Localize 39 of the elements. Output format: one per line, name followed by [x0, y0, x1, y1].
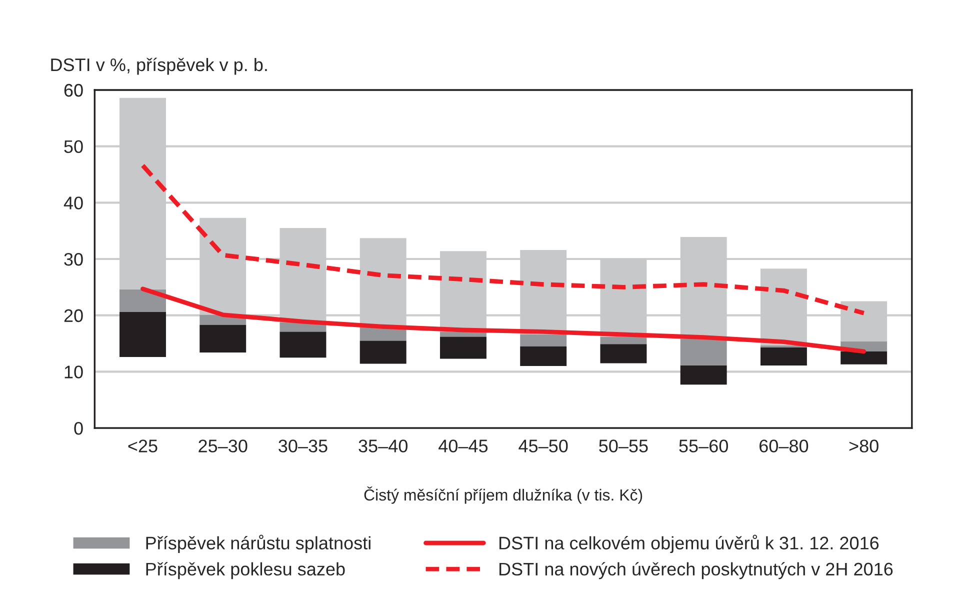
- bar: [760, 347, 807, 366]
- bar: [200, 324, 246, 353]
- line-series: [140, 163, 866, 316]
- legend-label: Příspěvek poklesu sazeb: [146, 562, 345, 580]
- bar: [360, 340, 406, 364]
- x-tick-label: 60–80: [760, 440, 808, 452]
- x-tick-label: 30–35: [278, 440, 328, 452]
- x-tick-label: >80: [849, 440, 878, 452]
- x-tick-label: 50–55: [599, 440, 648, 452]
- bar: [520, 334, 567, 346]
- legend-label: DSTI na celkovém objemu úvěrů k 31. 12. 2016: [499, 534, 879, 554]
- x-tick-label: 55–60: [679, 440, 728, 452]
- x-tick-label: 45–50: [518, 440, 568, 452]
- x-tick-label: 35–40: [358, 440, 408, 452]
- y-tick-label: 0: [74, 422, 83, 435]
- bar: [600, 336, 647, 344]
- bar: [600, 344, 647, 364]
- x-tick-label: 25–30: [198, 440, 248, 452]
- x-axis-title: Čistý měsíční příjem dlužníka (v tis. Kč): [364, 486, 642, 504]
- x-tick-label: 40–45: [438, 440, 488, 452]
- y-tick-label: 30: [64, 252, 83, 266]
- bar: [680, 339, 727, 366]
- bar: [280, 332, 326, 358]
- bar: [680, 365, 727, 385]
- y-tick-label: 20: [64, 309, 83, 322]
- x-tick-label: <25: [128, 440, 158, 452]
- bar: [840, 351, 888, 364]
- y-tick-label: 40: [64, 196, 83, 210]
- bar: [120, 289, 166, 312]
- y-tick-label: 10: [64, 366, 83, 378]
- legend-label: DSTI na nových úvěrech poskytnutých v 2H 2016: [499, 562, 893, 580]
- y-tick-label: 60: [64, 84, 83, 97]
- bar: [120, 312, 166, 358]
- bar: [440, 336, 486, 359]
- y-tick-label: 50: [64, 140, 83, 154]
- bar: [520, 346, 567, 366]
- y-axis-title: DSTI v %, příspěvek v p. b.: [51, 58, 267, 75]
- legend-label: Příspěvek nárůstu splatnosti: [146, 534, 370, 554]
- line-series: [140, 286, 866, 354]
